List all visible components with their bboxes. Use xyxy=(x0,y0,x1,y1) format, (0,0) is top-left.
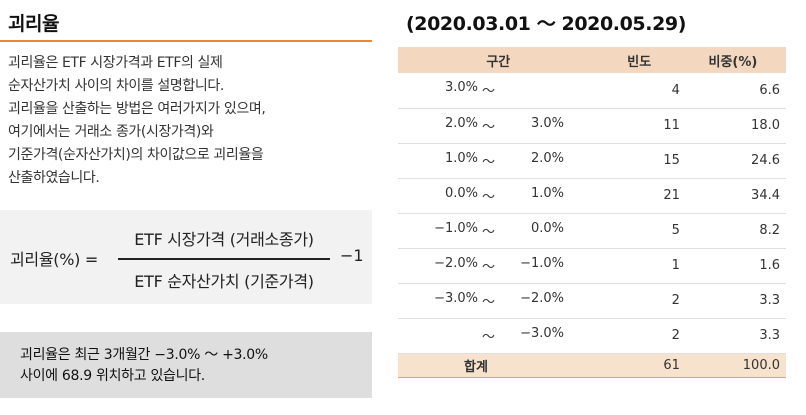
table-header-row: 구간 빈도 비중(%) xyxy=(398,47,786,73)
ratio-cell: 3.3 xyxy=(759,293,780,308)
range-cell: 2.0% ～ 3.0% xyxy=(398,108,599,143)
summary-box: 괴리율은 최근 3개월간 −3.0% ～ +3.0% 사이에 68.9 위치하고… xyxy=(0,332,372,398)
description-line: 여기에서는 거래소 종가(시장가격)와 xyxy=(8,124,214,140)
range-cell: 3.0% ～ xyxy=(398,73,599,108)
table-row: 1.0% ～ 2.0% 15 24.6 xyxy=(398,143,786,178)
range-high: 1.0% xyxy=(530,185,564,201)
ratio-cell: 6.6 xyxy=(759,82,780,98)
range-high: 3.0% xyxy=(530,115,564,131)
range-low: −3.0% xyxy=(434,290,478,306)
formula-minus-one: −1 xyxy=(340,246,364,265)
range-low: 0.0% xyxy=(444,185,478,201)
distribution-section: (2020.03.01 ～ 2020.05.29) 구간 빈도 비중(%) 3.… xyxy=(398,0,786,415)
total-row: 합계 61 100.0 xyxy=(398,353,786,377)
formula-numerator: ETF 시장가격 (거래소종가) xyxy=(134,230,314,249)
table-body: 3.0% ～ 4 6.6 2.0% ～ 3.0% 11 18.0 1.0% ～ 2.0% 15 24.6 0… xyxy=(398,73,786,377)
range-low: −1.0% xyxy=(434,220,478,236)
formula-lhs: 괴리율(%) = xyxy=(10,250,98,269)
range-cell: ～ −3.0% xyxy=(398,318,599,353)
description-line: 산출하였습니다. xyxy=(8,170,100,186)
table-row: ～ −3.0% 2 3.3 xyxy=(398,318,786,353)
total-frequency: 61 xyxy=(663,357,680,373)
range-high: −3.0% xyxy=(520,325,564,341)
range-separator: ～ xyxy=(482,189,496,205)
frequency-cell: 2 xyxy=(671,328,680,343)
range-separator: ～ xyxy=(482,259,496,275)
frequency-cell: 21 xyxy=(663,188,680,203)
total-ratio: 100.0 xyxy=(742,357,780,373)
range-separator: ～ xyxy=(482,119,496,135)
range-separator: ～ xyxy=(482,294,496,310)
range-cell: −1.0% ～ 0.0% xyxy=(398,213,599,248)
range-high: −2.0% xyxy=(520,290,564,306)
range-low: 1.0% xyxy=(444,150,478,166)
range-high: 0.0% xyxy=(530,220,564,236)
ratio-cell: 24.6 xyxy=(751,153,780,168)
description: 괴리율은 ETF 시장가격과 ETF의 실제 순자산가치 사이의 차이를 설명합… xyxy=(8,52,368,190)
range-low: 2.0% xyxy=(444,115,478,131)
summary-line: 사이에 68.9 위치하고 있습니다. xyxy=(20,368,205,384)
disparity-section: 괴리율 괴리율은 ETF 시장가격과 ETF의 실제 순자산가치 사이의 차이를… xyxy=(0,0,372,415)
frequency-cell: 5 xyxy=(671,223,680,238)
range: 0.0% ～ 1.0% xyxy=(424,185,564,205)
table-row: 2.0% ～ 3.0% 11 18.0 xyxy=(398,108,786,143)
table-row: −2.0% ～ −1.0% 1 1.6 xyxy=(398,248,786,283)
range: 2.0% ～ 3.0% xyxy=(424,115,564,135)
frequency-cell: 15 xyxy=(663,153,680,168)
range-high: 2.0% xyxy=(530,150,564,166)
table-row: 0.0% ～ 1.0% 21 34.4 xyxy=(398,178,786,213)
total-label: 합계 xyxy=(464,359,488,375)
range: −1.0% ～ 0.0% xyxy=(424,220,564,240)
range-separator: ～ xyxy=(482,154,496,170)
table-row: −1.0% ～ 0.0% 5 8.2 xyxy=(398,213,786,248)
range: ～ −3.0% xyxy=(424,325,564,345)
period-heading: (2020.03.01 ～ 2020.05.29) xyxy=(406,13,686,35)
header-range: 구간 xyxy=(486,54,511,70)
header-ratio: 비중(%) xyxy=(708,54,758,70)
range-cell: −2.0% ～ −1.0% xyxy=(398,248,599,283)
summary-text: 괴리율은 최근 3개월간 −3.0% ～ +3.0% 사이에 68.9 위치하고… xyxy=(20,345,268,387)
range: −3.0% ～ −2.0% xyxy=(424,290,564,310)
header-frequency: 빈도 xyxy=(627,54,652,70)
range-low: 3.0% xyxy=(444,80,478,96)
section-title: 괴리율 xyxy=(8,13,59,35)
range-separator: ～ xyxy=(482,224,496,240)
description-line: 괴리율을 산출하는 방법은 여러가지가 있으며, xyxy=(8,101,266,117)
range: 1.0% ～ 2.0% xyxy=(424,150,564,170)
ratio-cell: 1.6 xyxy=(759,258,780,273)
title-underline xyxy=(0,40,372,42)
description-line: 순자산가치 사이의 차이를 설명합니다. xyxy=(8,78,224,94)
ratio-cell: 18.0 xyxy=(751,118,780,133)
range-cell: −3.0% ～ −2.0% xyxy=(398,283,599,318)
distribution-table: 구간 빈도 비중(%) 3.0% ～ 4 6.6 2.0% ～ 3.0% 11 18.0 1.0%… xyxy=(398,47,786,378)
range: −2.0% ～ −1.0% xyxy=(424,255,564,275)
range-separator: ～ xyxy=(482,329,496,345)
ratio-cell: 34.4 xyxy=(751,188,780,203)
frequency-cell: 11 xyxy=(663,118,680,133)
range-low: −2.0% xyxy=(434,255,478,271)
description-line: 기준가격(순자산가치)의 차이값으로 괴리율을 xyxy=(8,147,264,163)
ratio-cell: 3.3 xyxy=(759,328,780,343)
summary-line: 괴리율은 최근 3개월간 −3.0% ～ +3.0% xyxy=(20,347,268,363)
table-row: −3.0% ～ −2.0% 2 3.3 xyxy=(398,283,786,318)
formula-box: 괴리율(%) = ETF 시장가격 (거래소종가) ETF 순자산가치 (기준가… xyxy=(0,210,372,304)
range-high: −1.0% xyxy=(520,255,564,271)
range-separator: ～ xyxy=(482,84,496,100)
table-row: 3.0% ～ 4 6.6 xyxy=(398,73,786,108)
description-line: 괴리율은 ETF 시장가격과 ETF의 실제 xyxy=(8,55,223,71)
fraction-bar xyxy=(118,258,330,260)
frequency-cell: 1 xyxy=(671,258,680,273)
range-cell: 1.0% ～ 2.0% xyxy=(398,143,599,178)
ratio-cell: 8.2 xyxy=(759,223,780,238)
range-cell: 0.0% ～ 1.0% xyxy=(398,178,599,213)
frequency-cell: 4 xyxy=(671,82,680,98)
frequency-cell: 2 xyxy=(671,293,680,308)
range: 3.0% ～ xyxy=(424,80,564,100)
formula-denominator: ETF 순자산가치 (기준가격) xyxy=(134,272,314,291)
